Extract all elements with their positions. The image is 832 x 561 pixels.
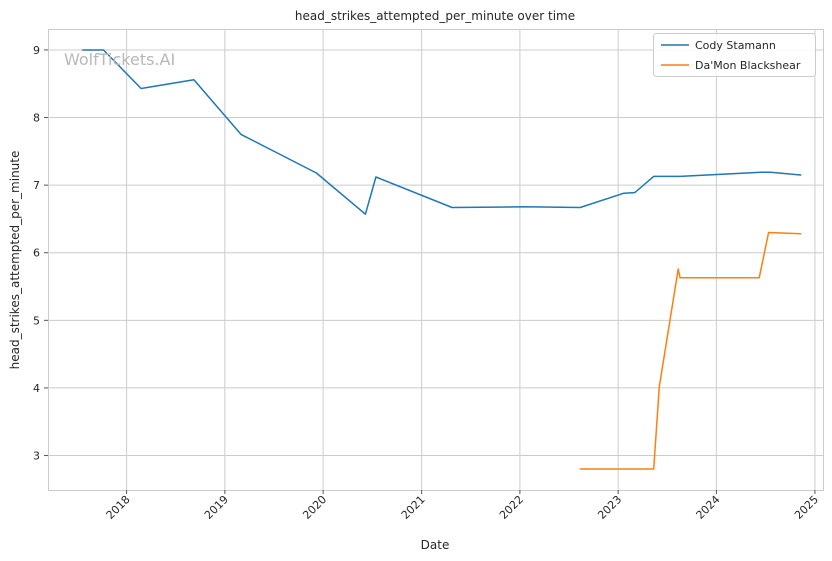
y-tick-label: 9 bbox=[33, 44, 40, 57]
series-line-da-mon-blackshear bbox=[579, 231, 802, 470]
y-tick-label: 8 bbox=[33, 112, 40, 125]
grid bbox=[48, 29, 823, 490]
legend-box bbox=[653, 33, 816, 77]
y-tick-label: 4 bbox=[33, 382, 40, 395]
watermark: WolfTickets.AI bbox=[64, 50, 175, 69]
chart-title: head_strikes_attempted_per_minute over t… bbox=[295, 9, 575, 23]
y-axis-ticks: 3 4 5 6 7 8 9 bbox=[33, 44, 48, 463]
legend-label-cody-stamann: Cody Stamann bbox=[695, 39, 776, 52]
series-layer bbox=[81, 49, 802, 470]
y-axis-label: head_strikes_attempted_per_minute bbox=[8, 151, 22, 370]
y-tick-label: 5 bbox=[33, 314, 40, 327]
plot-frame bbox=[48, 29, 824, 491]
y-tick-label: 6 bbox=[33, 247, 40, 260]
y-tick-label: 3 bbox=[33, 450, 40, 463]
series-line-cody-stamann bbox=[81, 49, 802, 215]
legend: Cody Stamann Da'Mon Blackshear bbox=[653, 33, 816, 77]
y-tick-label: 7 bbox=[33, 179, 40, 192]
x-axis-label: Date bbox=[421, 538, 450, 552]
legend-label-damon-blackshear: Da'Mon Blackshear bbox=[695, 59, 801, 72]
